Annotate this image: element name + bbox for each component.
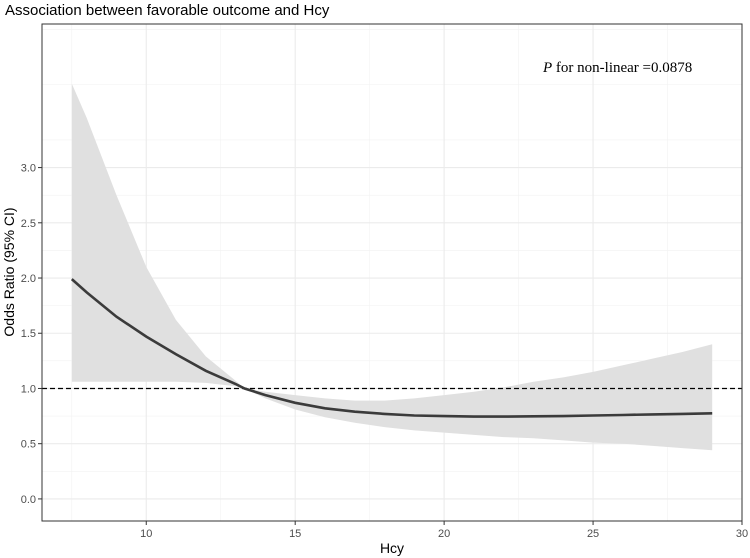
x-tick-label: 30 xyxy=(736,528,748,540)
x-axis: 10 15 20 25 30 xyxy=(140,521,748,540)
y-tick-label: 1.5 xyxy=(21,328,36,340)
x-tick-label: 25 xyxy=(587,528,599,540)
x-tick-label: 15 xyxy=(289,528,301,540)
y-axis: 0.0 0.5 1.0 1.5 2.0 2.5 3.0 xyxy=(21,163,42,506)
odds-ratio-line xyxy=(70,278,713,418)
chart-title: Association between favorable outcome an… xyxy=(5,2,330,19)
y-tick-label: 0.5 xyxy=(21,439,36,451)
y-tick-label: 0.0 xyxy=(21,494,36,506)
x-tick-label: 10 xyxy=(140,528,152,540)
y-axis-title: Odds Ratio (95% CI) xyxy=(1,207,17,336)
x-axis-title: Hcy xyxy=(380,540,404,556)
nonlinear-p-annotation: P for non-linear =0.0878 xyxy=(542,60,692,76)
x-tick-label: 20 xyxy=(438,528,450,540)
y-tick-label: 2.5 xyxy=(21,218,36,230)
y-tick-label: 3.0 xyxy=(21,163,36,175)
p-italic: P xyxy=(542,60,552,76)
p-text: for non-linear =0.0878 xyxy=(552,60,692,76)
y-tick-label: 2.0 xyxy=(21,273,36,285)
plot-border xyxy=(41,23,743,522)
y-tick-label: 1.0 xyxy=(21,383,36,395)
